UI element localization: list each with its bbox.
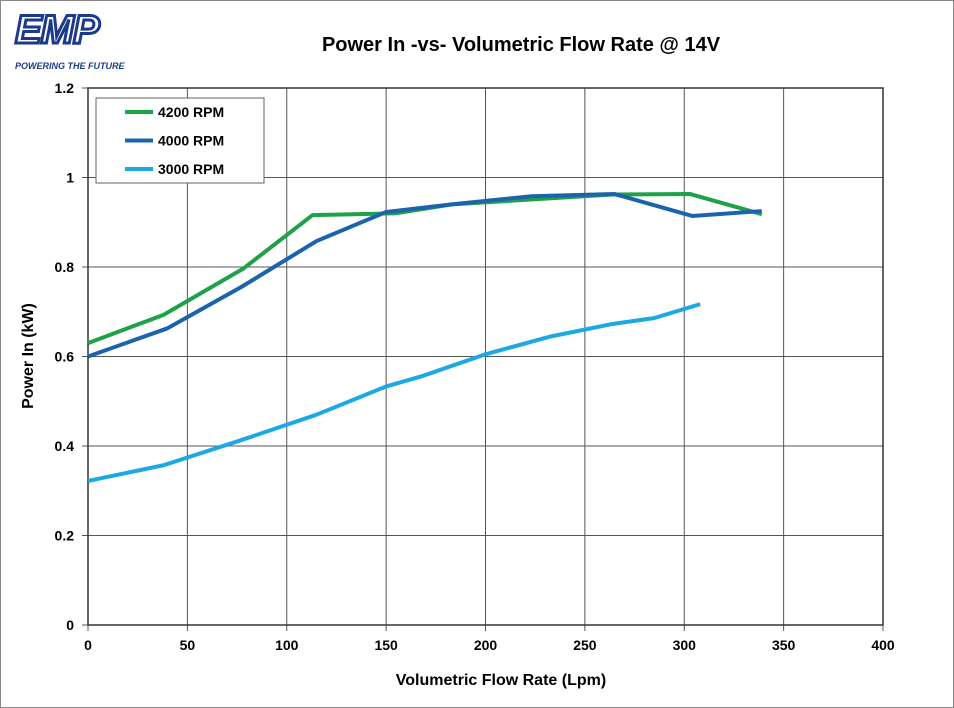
legend-label: 3000 RPM <box>158 161 224 177</box>
y-axis-label: Power In (kW) <box>20 303 37 409</box>
y-tick-label: 0 <box>66 617 74 633</box>
series-line-4000-rpm <box>87 192 762 359</box>
emp-logo: EMP POWERING THE FUTURE <box>14 7 126 72</box>
x-tick-label: 400 <box>871 637 895 653</box>
series-line-3000-rpm <box>87 302 701 483</box>
chart-title: Power In -vs- Volumetric Flow Rate @ 14V <box>322 34 721 56</box>
logo-tagline: POWERING THE FUTURE <box>15 61 125 71</box>
y-tick-label: 1.2 <box>55 80 75 96</box>
legend-label: 4000 RPM <box>158 133 224 149</box>
y-tick-label: 0.2 <box>55 528 75 544</box>
x-axis-label: Volumetric Flow Rate (Lpm) <box>396 672 606 689</box>
y-tick-label: 0.8 <box>55 259 75 275</box>
legend-label: 4200 RPM <box>158 104 224 120</box>
x-tick-label: 250 <box>573 637 597 653</box>
series-line-4200-rpm <box>87 192 763 345</box>
x-tick-label: 100 <box>275 637 299 653</box>
y-tick-label: 0.6 <box>55 349 75 365</box>
x-tick-label: 200 <box>474 637 498 653</box>
x-tick-label: 50 <box>180 637 196 653</box>
x-tick-label: 150 <box>374 637 398 653</box>
x-tick-label: 0 <box>84 637 92 653</box>
y-tick-label: 1 <box>66 170 74 186</box>
x-tick-label: 300 <box>673 637 697 653</box>
logo-text: EMP <box>15 8 100 52</box>
y-tick-label: 0.4 <box>55 438 75 454</box>
legend-box <box>95 97 265 184</box>
x-tick-label: 350 <box>772 637 796 653</box>
